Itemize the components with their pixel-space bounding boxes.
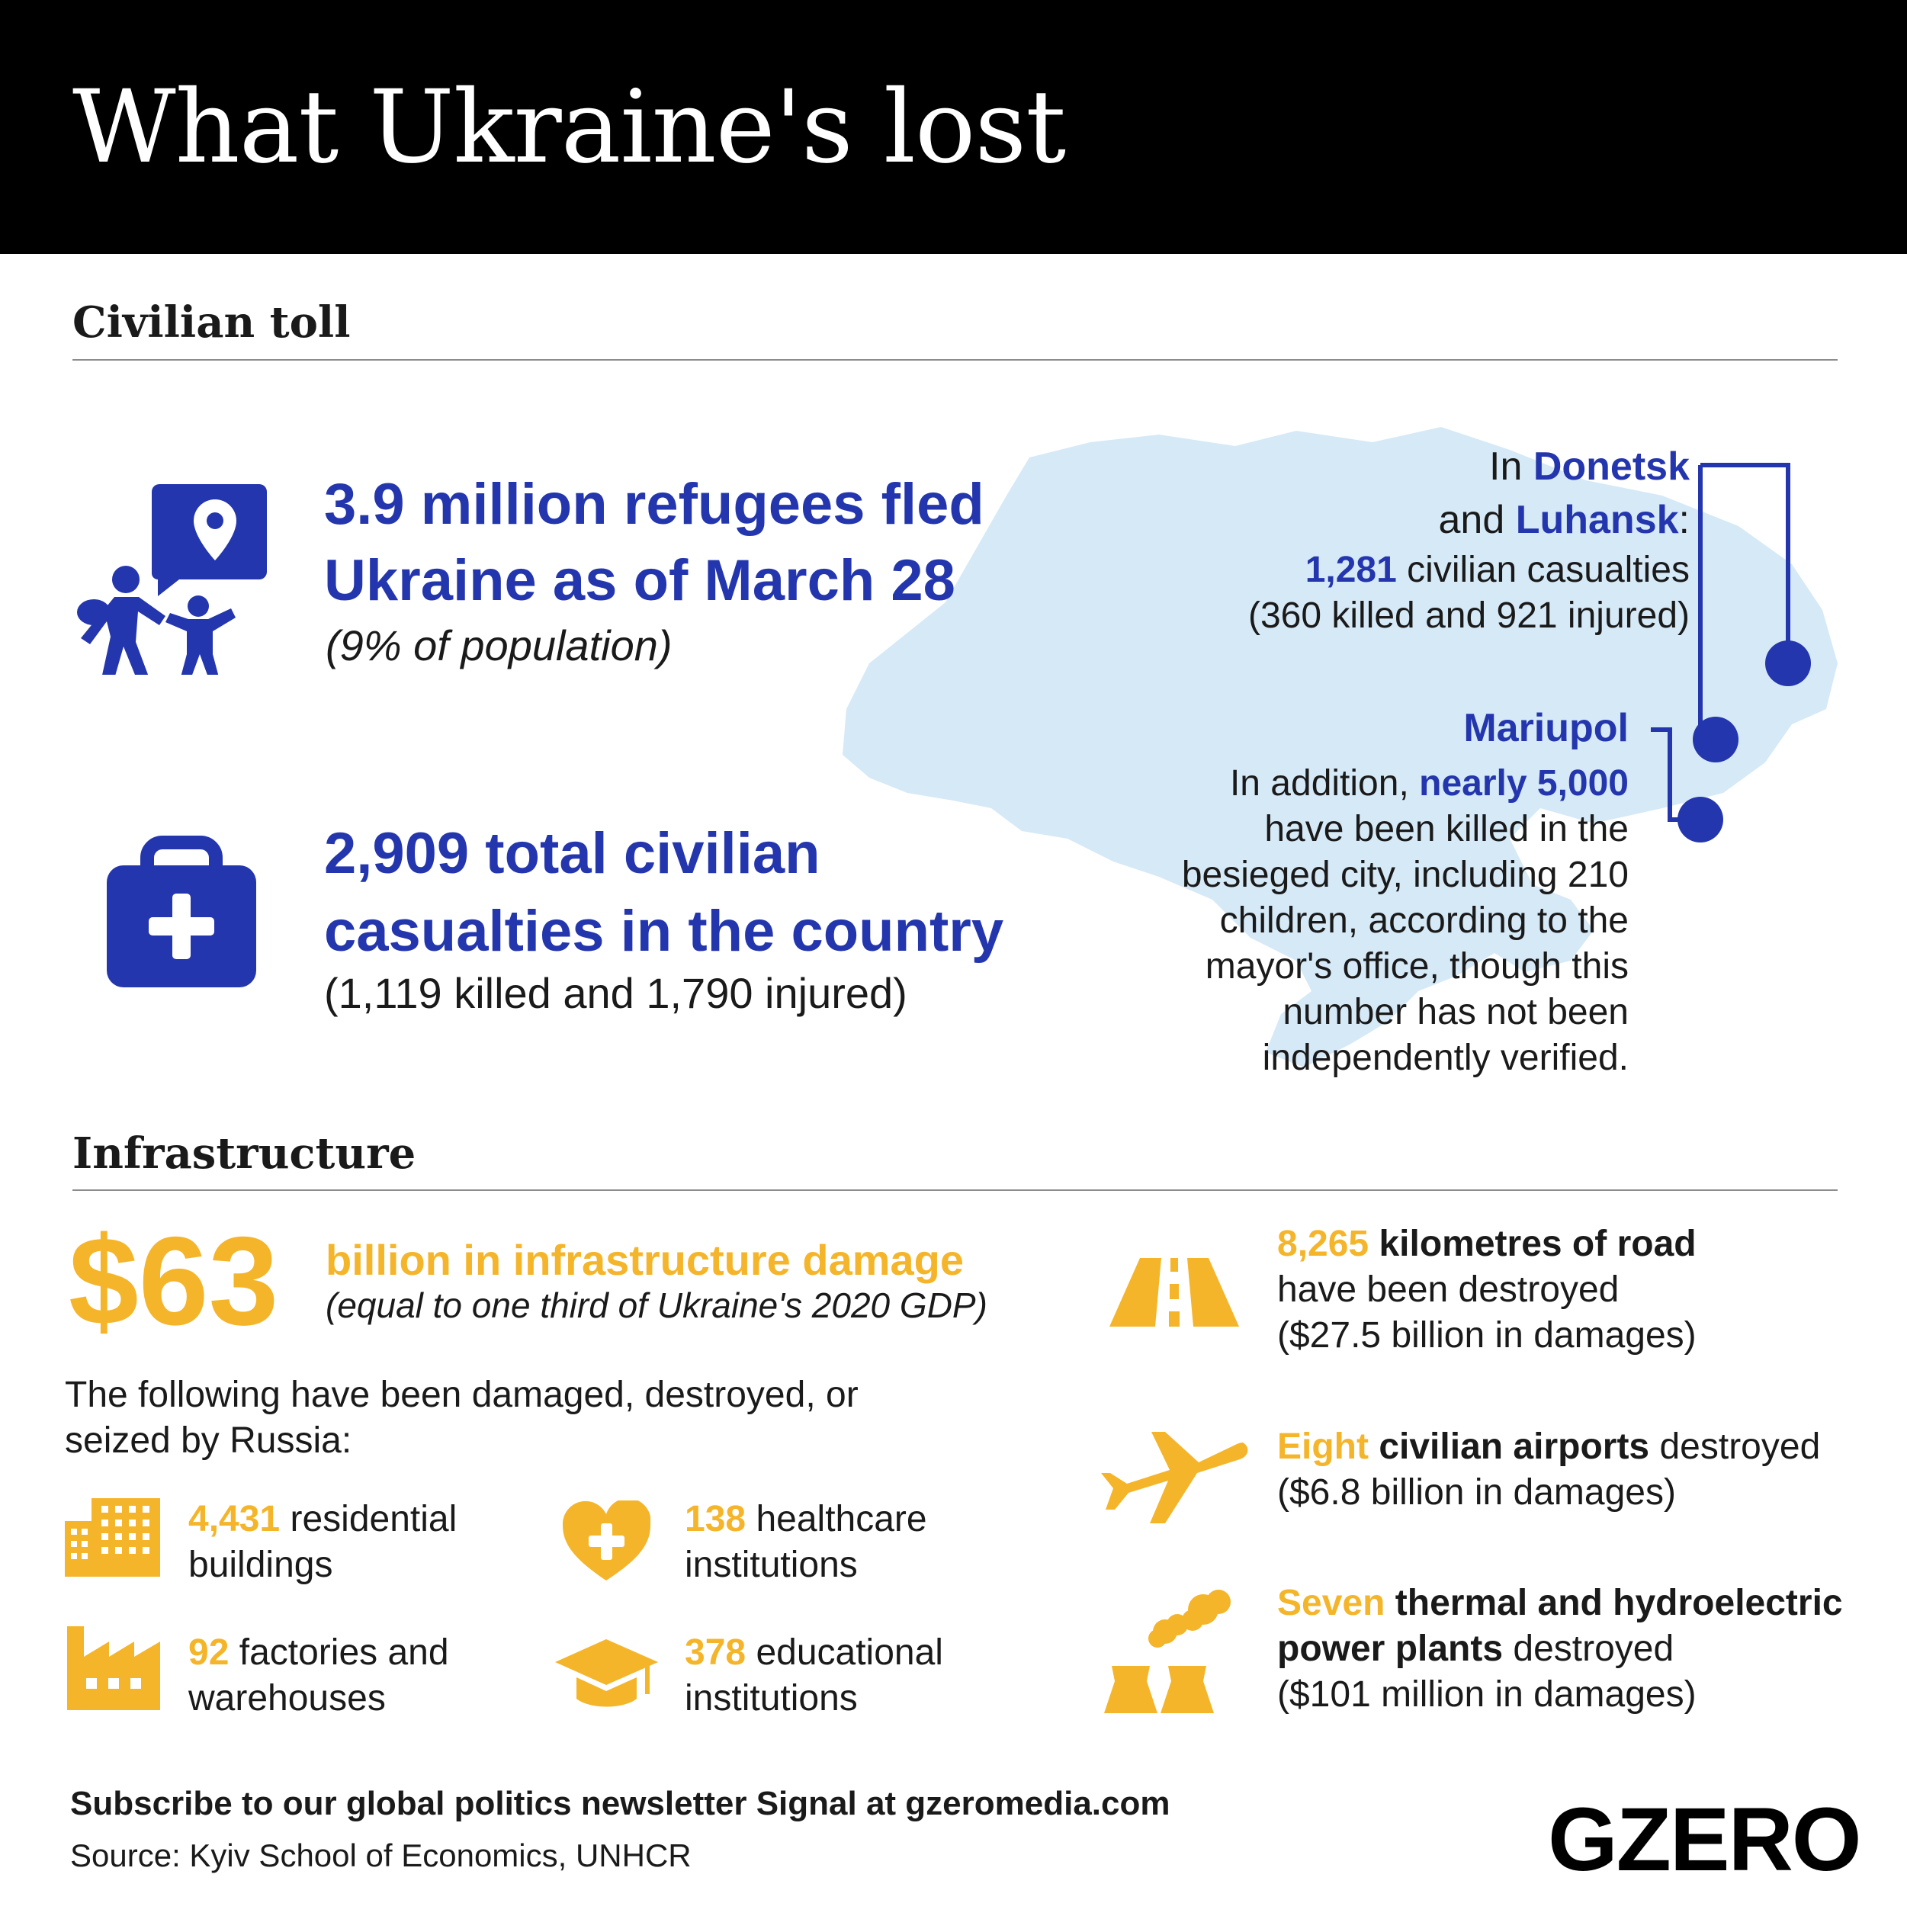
gzero-logo: GZERO bbox=[1548, 1789, 1862, 1890]
mariupol-line4: children, according to the bbox=[1219, 900, 1629, 941]
mariupol-marker bbox=[1677, 797, 1723, 842]
airports-line2: ($6.8 billion in damages) bbox=[1277, 1472, 1676, 1513]
subscribe-text: Subscribe to our global politics newslet… bbox=[70, 1785, 1170, 1822]
damage-note: (equal to one third of Ukraine's 2020 GD… bbox=[326, 1285, 987, 1325]
mariupol-line2: have been killed in the bbox=[1264, 809, 1629, 849]
plants-line1: Seven thermal and hydroelectric bbox=[1277, 1583, 1843, 1623]
road-icon bbox=[1109, 1258, 1239, 1327]
casualties-headline-2: casualties in the country bbox=[324, 899, 1004, 964]
donetsk-detail: (360 killed and 921 injured) bbox=[1247, 595, 1690, 636]
factory-icon bbox=[67, 1626, 160, 1710]
plants-line2: power plants destroyed bbox=[1277, 1629, 1674, 1669]
page-title: What Ukraine's lost bbox=[72, 69, 1066, 186]
section-title-infrastructure: Infrastructure bbox=[72, 1128, 416, 1179]
donetsk-marker bbox=[1693, 717, 1738, 762]
section-title-civilian: Civilian toll bbox=[72, 297, 351, 348]
section-divider bbox=[72, 359, 1838, 361]
mariupol-line3: besieged city, including 210 bbox=[1181, 855, 1629, 895]
casualties-note: (1,119 killed and 1,790 injured) bbox=[324, 969, 907, 1017]
medical-kit-icon bbox=[107, 836, 256, 987]
educational-line1: 378 educational bbox=[685, 1632, 943, 1673]
refugees-location-icon bbox=[77, 484, 267, 675]
healthcare-line1: 138 healthcare bbox=[685, 1499, 927, 1539]
damage-value: $63 bbox=[69, 1211, 279, 1351]
airplane-icon bbox=[1101, 1432, 1248, 1523]
ukraine-map-shape bbox=[843, 427, 1838, 1067]
donetsk-casualties: 1,281 civilian casualties bbox=[1305, 550, 1690, 590]
healthcare-line2: institutions bbox=[685, 1545, 858, 1585]
road-line1: 8,265 kilometres of road bbox=[1277, 1224, 1697, 1264]
intro-line-1: The following have been damaged, destroy… bbox=[65, 1375, 859, 1415]
residential-line1: 4,431 residential bbox=[188, 1499, 457, 1539]
mariupol-line6: number has not been bbox=[1283, 992, 1629, 1032]
plants-line3: ($101 million in damages) bbox=[1277, 1674, 1697, 1715]
factories-line1: 92 factories and bbox=[188, 1632, 449, 1673]
heart-cross-icon bbox=[563, 1500, 650, 1581]
donetsk-heading-line2: and Luhansk: bbox=[1438, 498, 1690, 542]
mariupol-line5: mayor's office, though this bbox=[1205, 946, 1629, 987]
section-divider bbox=[72, 1189, 1838, 1191]
header-banner: What Ukraine's lost bbox=[0, 0, 1907, 254]
intro-line-2: seized by Russia: bbox=[65, 1420, 352, 1461]
residential-line2: buildings bbox=[188, 1545, 333, 1585]
educational-line2: institutions bbox=[685, 1678, 858, 1719]
refugees-headline-1: 3.9 million refugees fled bbox=[324, 472, 984, 537]
mariupol-title: Mariupol bbox=[1463, 706, 1629, 750]
donetsk-luhansk-marker bbox=[1765, 640, 1811, 686]
airports-line1: Eight civilian airports destroyed bbox=[1277, 1427, 1821, 1467]
source-text: Source: Kyiv School of Economics, UNHCR bbox=[70, 1837, 692, 1873]
buildings-icon bbox=[65, 1498, 160, 1577]
map-connectors bbox=[1651, 463, 1811, 842]
refugees-headline-2: Ukraine as of March 28 bbox=[324, 548, 955, 613]
graduation-cap-icon bbox=[555, 1639, 658, 1707]
mariupol-line7: independently verified. bbox=[1262, 1038, 1629, 1078]
power-plant-icon bbox=[1104, 1590, 1231, 1713]
donetsk-heading-line1: In Donetsk bbox=[1489, 444, 1690, 489]
factories-line2: warehouses bbox=[188, 1678, 386, 1719]
road-line2: have been destroyed bbox=[1277, 1269, 1620, 1310]
casualties-headline-1: 2,909 total civilian bbox=[324, 821, 820, 886]
road-line3: ($27.5 billion in damages) bbox=[1277, 1315, 1697, 1356]
damage-label: billion in infrastructure damage bbox=[326, 1236, 965, 1284]
ukraine-map bbox=[843, 427, 1838, 1067]
mariupol-line1: In addition, nearly 5,000 bbox=[1229, 763, 1629, 804]
refugees-note: (9% of population) bbox=[326, 621, 673, 669]
